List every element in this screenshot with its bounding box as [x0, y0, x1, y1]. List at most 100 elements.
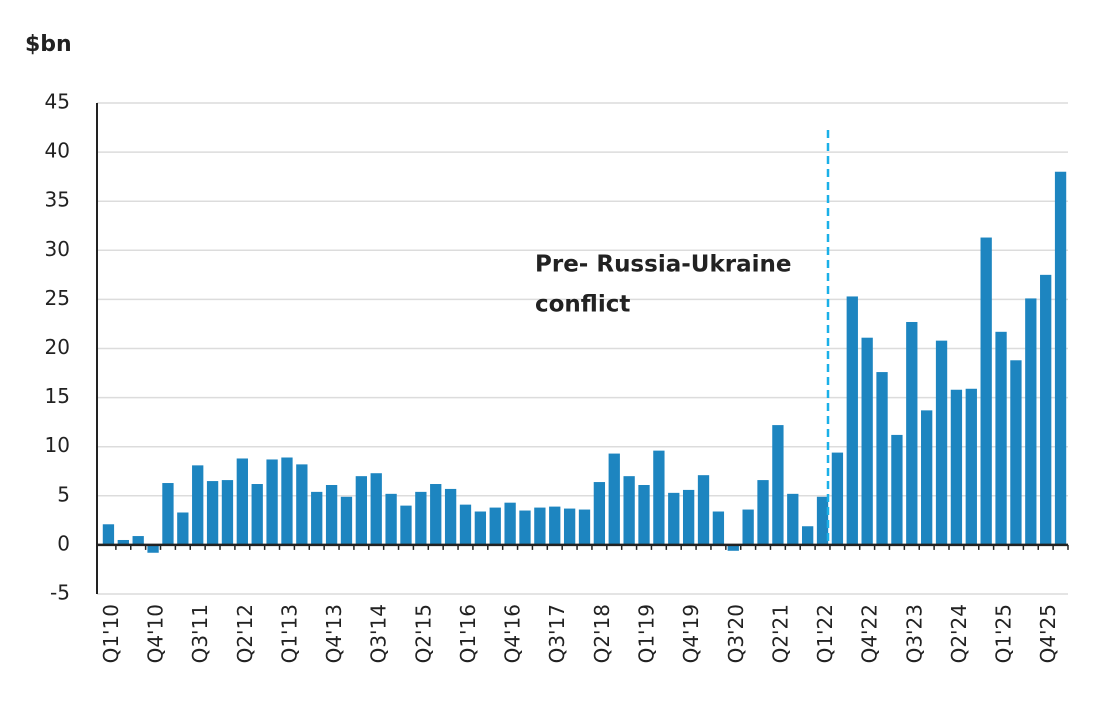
bar: [459, 504, 472, 545]
bar: [221, 480, 234, 545]
bar: [757, 480, 769, 545]
x-tick-label: Q4'16: [501, 604, 525, 663]
y-tick-label: 10: [45, 433, 70, 457]
bar: [266, 459, 278, 545]
bar: [177, 512, 189, 545]
bar: [995, 331, 1007, 545]
bar: [415, 491, 427, 545]
annotation: Pre- Russia-Ukraine: [535, 252, 791, 278]
bar: [578, 509, 591, 545]
x-tick-label: Q3'14: [367, 604, 391, 663]
bar: [236, 458, 248, 545]
bar: [965, 388, 977, 545]
bar: [1040, 274, 1052, 545]
bar: [697, 475, 710, 545]
x-tick-label: Q4'19: [679, 604, 703, 663]
bar: [980, 237, 992, 545]
x-tick-label: Q1'22: [813, 604, 837, 663]
bar: [682, 489, 695, 545]
bar: [504, 502, 516, 545]
x-tick-label: Q3'11: [188, 604, 212, 663]
x-tick-label: Q1'13: [277, 604, 301, 663]
bar: [549, 506, 561, 545]
bar: [1010, 360, 1022, 545]
bar: [251, 484, 263, 545]
x-tick-label: Q4'25: [1036, 604, 1060, 663]
bar: [816, 496, 829, 545]
bar: [311, 491, 323, 545]
bar: [162, 483, 174, 545]
y-axis-label: $bn: [25, 32, 72, 57]
bar: [831, 452, 844, 545]
bar: [742, 509, 754, 545]
x-tick-label: Q4'10: [144, 604, 168, 663]
bar: [608, 453, 620, 545]
bar: [385, 493, 397, 545]
y-tick-label: 5: [57, 482, 70, 506]
bar: [876, 372, 888, 545]
bar: [891, 434, 903, 545]
x-tick-label: Q3'23: [902, 604, 926, 663]
bar: [1025, 298, 1037, 545]
bar: [653, 450, 665, 545]
bar: [802, 526, 814, 545]
bar: [147, 544, 159, 553]
bar: [921, 410, 933, 545]
x-tick-label: Q1'25: [992, 604, 1016, 663]
bar: [400, 505, 412, 545]
bar: [593, 482, 606, 545]
bar: [296, 464, 308, 545]
bar: [340, 496, 353, 545]
annotation: conflict: [535, 292, 630, 318]
bar: [787, 493, 799, 545]
bar: [102, 524, 115, 545]
bar: [192, 465, 204, 545]
bar: [355, 476, 367, 545]
bars: [102, 171, 1067, 553]
bar: [325, 484, 338, 545]
bar: [861, 337, 873, 545]
bar: [444, 488, 457, 545]
bar: [623, 476, 635, 545]
bar: [712, 511, 725, 545]
x-tick-label: Q2'15: [411, 604, 435, 663]
x-tick-label: Q2'12: [233, 604, 257, 663]
bar: [474, 511, 487, 545]
x-tick-label: Q1'10: [99, 604, 123, 663]
bar: [206, 481, 219, 545]
y-tick-label: 25: [45, 286, 70, 310]
y-tick-label: 40: [45, 139, 70, 163]
bar: [489, 507, 501, 545]
bar: [563, 508, 576, 545]
bar: [534, 507, 546, 545]
x-tick-label: Q1'16: [456, 604, 480, 663]
bar: [1054, 171, 1067, 545]
x-tick-label: Q3'17: [545, 604, 569, 663]
bar: [772, 425, 784, 545]
bar: [132, 536, 144, 545]
x-tick-label: Q4'22: [858, 604, 882, 663]
bar: [950, 389, 963, 545]
y-tick-label: 15: [45, 384, 70, 408]
bar: [370, 473, 382, 545]
bar: [519, 510, 531, 545]
x-tick-label: Q2'24: [947, 604, 971, 663]
y-tick-label: 0: [57, 531, 70, 555]
bar: [430, 484, 442, 545]
y-tick-label: 30: [45, 237, 70, 261]
x-tick-label: Q2'18: [590, 604, 614, 663]
x-tick-label: Q3'20: [724, 604, 748, 663]
bar: [906, 321, 918, 545]
y-tick-label: 45: [45, 90, 70, 114]
y-tick-label: -5: [50, 581, 70, 605]
bar: [117, 539, 129, 545]
y-tick-label: 35: [45, 188, 70, 212]
y-tick-label: 20: [45, 335, 70, 359]
bar: [638, 484, 650, 545]
x-tick-label: Q1'19: [635, 604, 659, 663]
x-tick-label: Q4'13: [322, 604, 346, 663]
bar: [935, 340, 948, 545]
bar: [668, 492, 680, 545]
x-tick-label: Q2'21: [768, 604, 792, 663]
